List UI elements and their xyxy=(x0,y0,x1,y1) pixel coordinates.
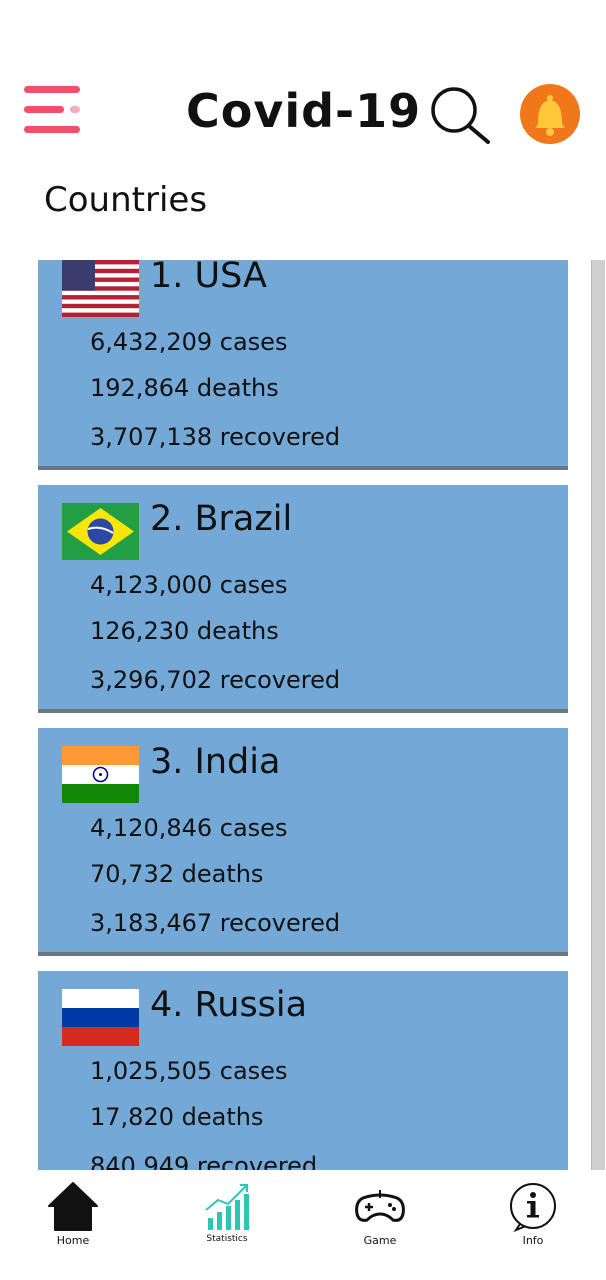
country-name: 4. Russia xyxy=(150,985,308,1025)
country-card-russia[interactable]: 4. Russia 1,025,505 cases 17,820 deaths … xyxy=(38,971,568,1170)
deaths-count: 192,864 deaths xyxy=(90,374,279,402)
section-title: Countries xyxy=(44,180,208,220)
nav-home[interactable]: Home xyxy=(18,1180,128,1260)
country-list[interactable]: 1. USA 6,432,209 cases 192,864 deaths 3,… xyxy=(38,260,570,1170)
country-card-brazil[interactable]: 2. Brazil 4,123,000 cases 126,230 deaths… xyxy=(38,485,568,713)
home-icon xyxy=(48,1182,98,1231)
info-icon xyxy=(510,1183,556,1232)
notifications-button[interactable] xyxy=(520,84,580,144)
recovered-count: 840,949 recovered xyxy=(90,1152,318,1170)
recovered-count: 3,183,467 recovered xyxy=(90,909,341,937)
recovered-count: 3,296,702 recovered xyxy=(90,666,341,694)
statistics-chart-icon xyxy=(205,1184,249,1230)
cases-count: 4,120,846 cases xyxy=(90,814,288,842)
menu-button[interactable] xyxy=(22,84,82,138)
country-name: 1. USA xyxy=(150,260,267,296)
deaths-count: 70,732 deaths xyxy=(90,860,264,888)
nav-info[interactable]: Info xyxy=(478,1180,588,1260)
nav-statistics[interactable]: Statistics xyxy=(172,1180,282,1260)
nav-info-label: Info xyxy=(522,1234,544,1247)
deaths-count: 17,820 deaths xyxy=(90,1103,264,1131)
usa-flag-icon xyxy=(62,260,139,317)
country-card-usa[interactable]: 1. USA 6,432,209 cases 192,864 deaths 3,… xyxy=(38,260,568,470)
nav-game[interactable]: Game xyxy=(325,1180,435,1260)
bottom-navigation: Home Statistics Game xyxy=(0,1172,606,1280)
cases-count: 1,025,505 cases xyxy=(90,1057,288,1085)
brazil-flag-icon xyxy=(62,503,139,560)
app-title: Covid-19 xyxy=(186,84,422,138)
gamepad-icon xyxy=(355,1190,405,1222)
search-icon xyxy=(431,87,490,144)
nav-home-label: Home xyxy=(56,1234,90,1247)
deaths-count: 126,230 deaths xyxy=(90,617,279,645)
russia-flag-icon xyxy=(62,989,139,1046)
search-button[interactable] xyxy=(428,84,492,146)
scrollbar[interactable] xyxy=(591,260,605,1170)
hamburger-menu-icon xyxy=(24,86,80,93)
india-flag-icon xyxy=(62,746,139,803)
nav-statistics-label: Statistics xyxy=(206,1234,248,1244)
country-card-india[interactable]: 3. India 4,120,846 cases 70,732 deaths 3… xyxy=(38,728,568,956)
cases-count: 6,432,209 cases xyxy=(90,328,288,356)
nav-game-label: Game xyxy=(363,1234,397,1247)
bell-icon xyxy=(535,95,565,136)
country-name: 2. Brazil xyxy=(150,499,293,539)
cases-count: 4,123,000 cases xyxy=(90,571,288,599)
recovered-count: 3,707,138 recovered xyxy=(90,423,341,451)
country-name: 3. India xyxy=(150,742,281,782)
